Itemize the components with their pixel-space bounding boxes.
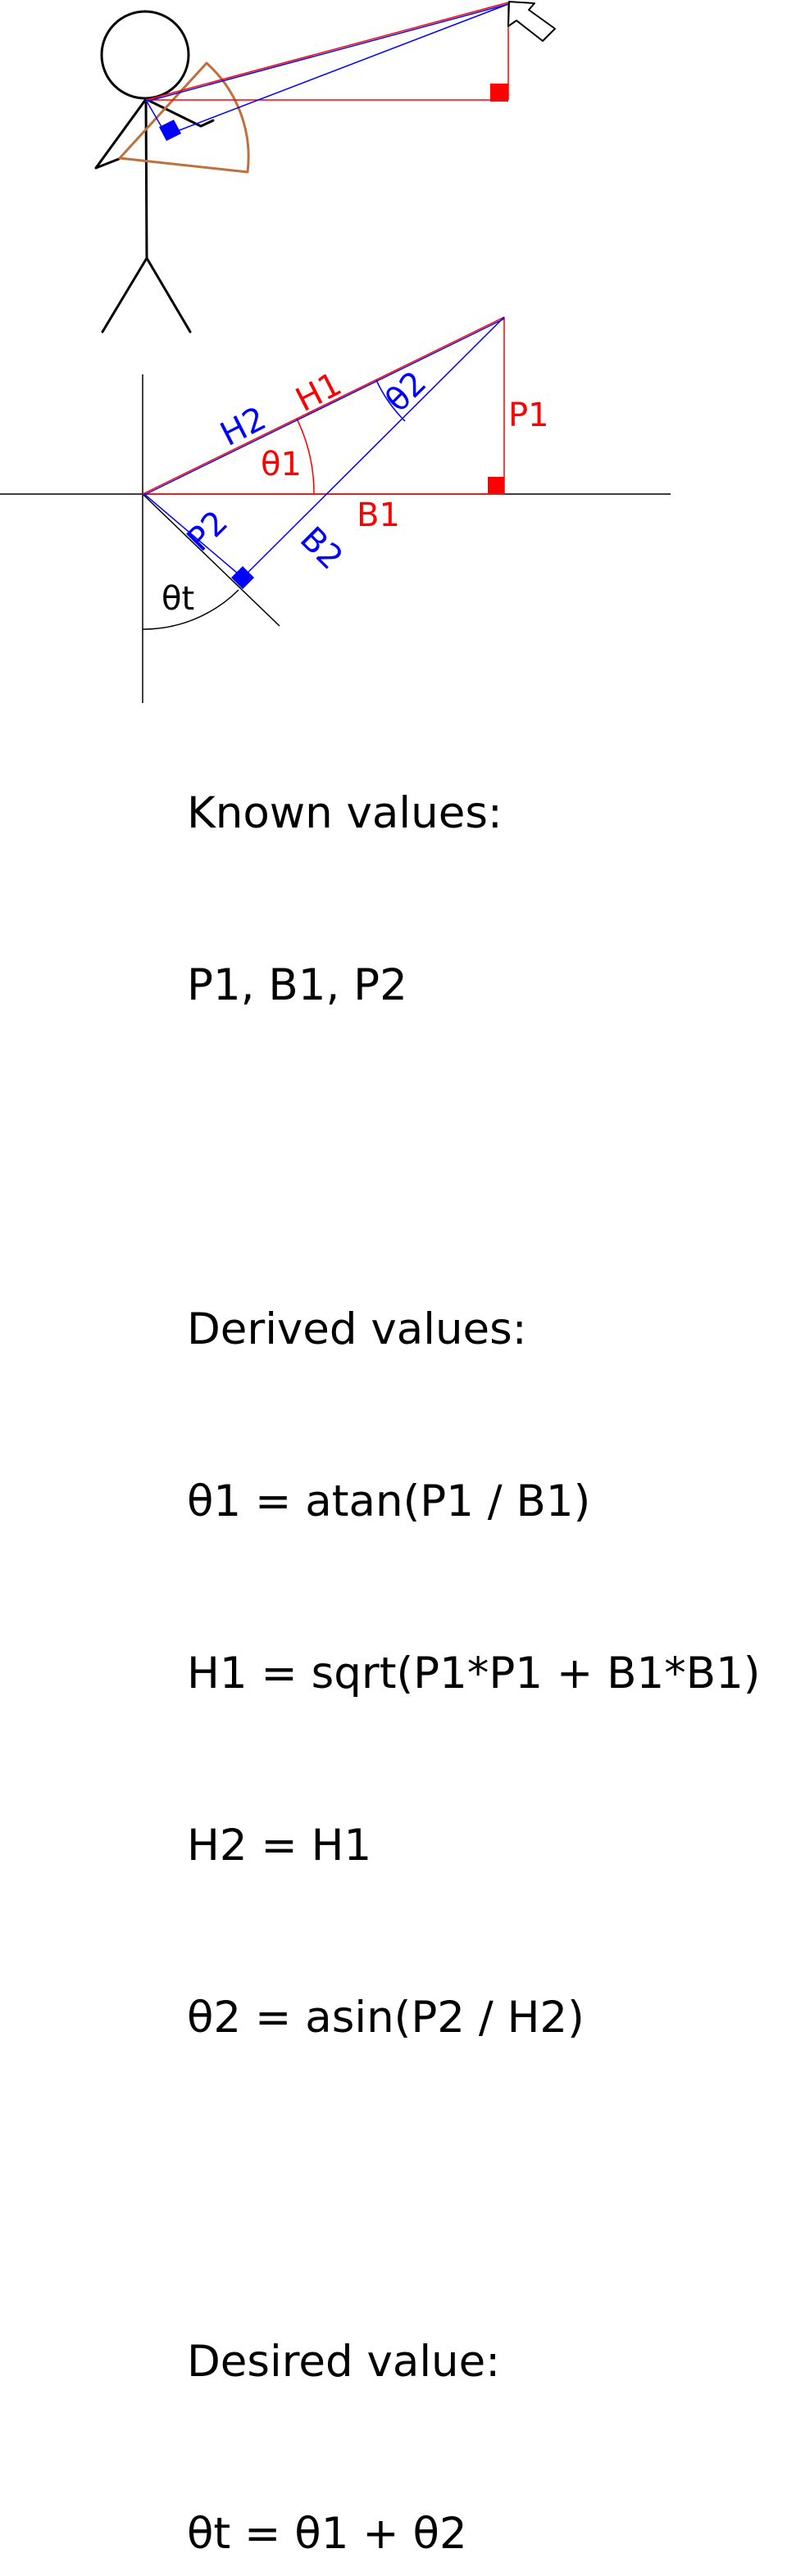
label-b1: B1 <box>357 497 400 534</box>
derived-formula-h1: H1 = sqrt(P1*P1 + B1*B1) <box>187 1649 761 1698</box>
label-theta1: θ1 <box>261 446 302 483</box>
derived-formula-h2: H2 = H1 <box>187 1821 372 1871</box>
trigonometry-diagram: H1 H2 P1 B1 θ1 θ2 P2 B2 θt <box>0 1 671 703</box>
top-red-triangle <box>145 2 509 101</box>
label-thetat: θt <box>161 580 194 618</box>
figure-legs <box>101 256 192 333</box>
desired-formula-thetat: θt = θ1 + θ2 <box>187 2509 467 2559</box>
top-red-right-angle-marker <box>490 84 508 102</box>
figure-body <box>144 98 148 260</box>
theta1-arc <box>296 418 315 495</box>
mouse-cursor-arrow-icon <box>507 1 556 42</box>
figure-head <box>100 10 190 100</box>
known-values-heading: Known values: <box>187 788 503 838</box>
h2-side <box>142 318 505 497</box>
p2-side <box>143 493 243 578</box>
blue-right-angle-marker <box>231 566 254 589</box>
top-blue-right-angle-marker <box>159 120 181 141</box>
label-b2: B2 <box>293 520 350 578</box>
blue-triangle <box>142 316 505 578</box>
figure-right-arm <box>144 98 215 128</box>
label-theta2: θ2 <box>379 364 434 420</box>
spacer <box>187 1129 785 1186</box>
label-h1: H1 <box>290 365 348 420</box>
derived-values-heading: Derived values: <box>187 1304 527 1354</box>
derived-formula-theta1: θ1 = atan(P1 / B1) <box>187 1476 591 1526</box>
figure-left-arm <box>94 98 148 170</box>
field-of-view-arc <box>118 61 250 174</box>
h1-side <box>142 316 505 495</box>
label-p1: P1 <box>508 397 549 434</box>
red-triangle <box>142 316 505 495</box>
diagonal-axis <box>142 493 280 627</box>
desired-value-heading: Desired value: <box>187 2337 501 2387</box>
spacer <box>187 2161 785 2219</box>
known-values-list: P1, B1, P2 <box>187 960 407 1010</box>
formula-notes: Known values: P1, B1, P2 Derived values:… <box>187 670 785 2576</box>
b2-side <box>242 316 505 578</box>
label-p2: P2 <box>180 503 236 559</box>
derived-formula-theta2: θ2 = asin(P2 / H2) <box>187 1993 585 2043</box>
red-right-angle-marker <box>488 477 504 493</box>
theta2-arc <box>375 379 406 422</box>
thetat-arc <box>142 589 239 630</box>
stick-figure <box>94 10 215 333</box>
